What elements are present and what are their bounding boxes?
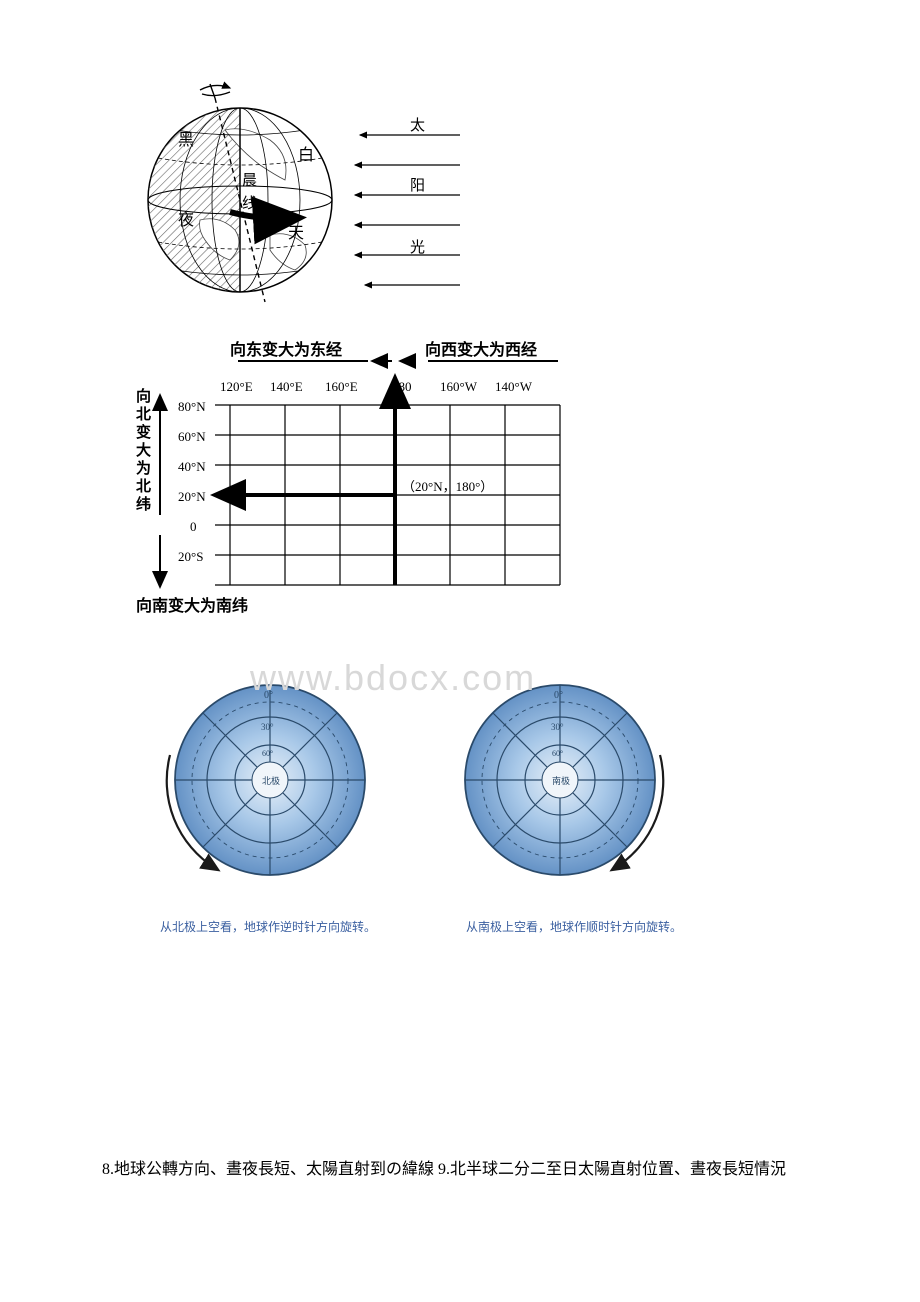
lat-3: 20°N [178, 489, 206, 504]
north-caption: 从北极上空看，地球作逆时针方向旋转。 [160, 918, 376, 935]
night-label-top: 黑 [178, 132, 194, 149]
polar-views: www.bdocx.com [130, 665, 850, 935]
globe-diagram: 太 阳 光 [130, 80, 850, 315]
lon-1: 140°E [270, 379, 303, 394]
globe-svg: 太 阳 光 [130, 80, 470, 310]
latlon-grid-diagram: 向东变大为东经 向西变大为西经 120°E 140°E 160°E 180 16… [130, 335, 850, 640]
south-deg-30: 30° [551, 722, 564, 732]
north-center-label: 北极 [262, 775, 280, 786]
north-pole-view: 北极 0° 30° 60° [167, 685, 365, 875]
sun-label-3: 光 [410, 239, 425, 256]
lon-5: 140°W [495, 379, 533, 394]
body-text-content: 8.地球公轉方向、晝夜長短、太陽直射到の緯線 9.北半球二分二至日太陽直射位置、… [102, 1161, 786, 1178]
svg-text:北: 北 [136, 478, 151, 495]
grid-top-right-text: 向西变大为西经 [425, 340, 537, 359]
svg-text:北: 北 [136, 406, 151, 423]
svg-text:为: 为 [136, 459, 151, 477]
north-deg-60: 60° [262, 749, 273, 758]
night-label-bottom: 夜 [178, 211, 194, 229]
polar-svg: 北极 0° 30° 60° 南极 [130, 665, 730, 905]
grid-bottom-text: 向南变大为南纬 [136, 596, 248, 615]
north-deg-30: 30° [261, 722, 274, 732]
svg-text:向: 向 [136, 387, 151, 405]
grid-point-label: （20°N，180°） [402, 479, 493, 494]
svg-text:变: 变 [136, 423, 151, 441]
north-deg-0: 0° [264, 690, 273, 701]
grid-svg: 向东变大为东经 向西变大为西经 120°E 140°E 160°E 180 16… [130, 335, 590, 635]
grid-top-left-text: 向东变大为东经 [230, 340, 342, 359]
svg-text:大: 大 [136, 441, 151, 459]
south-caption: 从南极上空看，地球作顺时针方向旋转。 [466, 918, 682, 935]
lat-4: 0 [190, 519, 197, 534]
day-label-bottom: 天 [288, 225, 304, 242]
lon-2: 160°E [325, 379, 358, 394]
svg-text:纬: 纬 [136, 495, 151, 513]
lat-1: 60°N [178, 429, 206, 444]
south-deg-60: 60° [552, 749, 563, 758]
south-deg-0: 0° [554, 690, 563, 701]
body-paragraph: 8.地球公轉方向、晝夜長短、太陽直射到の緯線 9.北半球二分二至日太陽直射位置、… [70, 1155, 850, 1185]
sun-label-2: 阳 [410, 177, 425, 194]
south-center-label: 南极 [552, 775, 570, 786]
grid-left-vertical-text: 向 北 变 大 为 北 纬 [136, 387, 151, 513]
lat-2: 40°N [178, 459, 206, 474]
lon-4: 160°W [440, 379, 478, 394]
lat-0: 80°N [178, 399, 206, 414]
document-page: 太 阳 光 [0, 0, 920, 1245]
terminator-label-bottom: 线 [242, 195, 257, 212]
sun-label-1: 太 [410, 117, 425, 134]
lon-0: 120°E [220, 379, 253, 394]
south-pole-view: 南极 0° 30° 60° [465, 685, 663, 875]
day-label-top: 白 [298, 146, 314, 164]
terminator-label-top: 晨 [242, 172, 257, 189]
lat-5: 20°S [178, 549, 203, 564]
